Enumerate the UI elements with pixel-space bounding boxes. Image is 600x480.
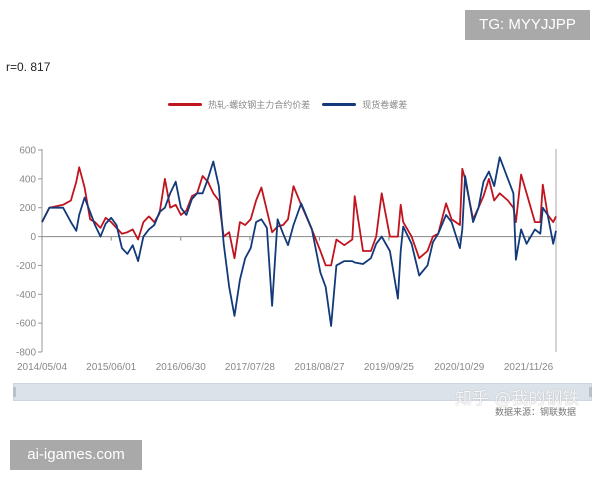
tick-labels: 600 400 200 0 -200 -400 -600 -800 2014/05/04 2015…: [16, 146, 554, 374]
correlation-label: r=0. 817: [6, 60, 51, 74]
y-tick-label: 600: [19, 146, 36, 157]
x-tick-label: 2014/05/04: [17, 362, 67, 373]
slider-right-handle[interactable]: [589, 387, 592, 397]
legend-swatch-blue: [322, 103, 357, 106]
x-tick-label: 2019/09/25: [364, 362, 414, 373]
tg-watermark: TG: MYYJJPP: [465, 10, 590, 40]
axes: [38, 149, 557, 353]
y-tick-label: -800: [16, 348, 36, 359]
series-line-futures-spread: [41, 166, 557, 267]
zhihu-watermark: 知乎 @我的钢铁: [455, 389, 580, 409]
y-tick-label: 200: [19, 203, 36, 214]
x-tick-label: 2015/06/01: [86, 362, 136, 373]
slider-left-handle[interactable]: [13, 387, 16, 397]
legend-label-spot-spread: 现货卷螺差: [362, 101, 408, 111]
series-line-spot-spread: [41, 156, 557, 327]
data-source: 数据来源：钢联数据: [495, 408, 577, 418]
site-watermark: ai-igames.com: [10, 440, 142, 470]
x-tick-label: 2017/07/28: [225, 362, 275, 373]
x-tick-label: 2016/06/30: [156, 362, 206, 373]
x-tick-label: 2020/10/29: [434, 362, 484, 373]
y-tick-label: -400: [16, 290, 36, 301]
y-tick-label: -200: [16, 261, 36, 272]
line-chart: 600 400 200 0 -200 -400 -600 -800 2014/05/04 2015…: [16, 146, 557, 374]
legend: 热轧-螺纹钢主力合约价差 现货卷螺差: [168, 98, 407, 111]
y-tick-label: -600: [16, 319, 36, 330]
legend-swatch-red: [168, 103, 202, 106]
x-tick-label: 2021/11/26: [504, 362, 554, 373]
y-tick-label: 400: [19, 174, 36, 185]
y-tick-label: 0: [30, 232, 36, 243]
legend-label-futures-spread: 热轧-螺纹钢主力合约价差: [208, 101, 311, 111]
range-slider[interactable]: [13, 383, 592, 401]
x-tick-label: 2018/08/27: [294, 362, 344, 373]
series-lines: [41, 156, 557, 327]
